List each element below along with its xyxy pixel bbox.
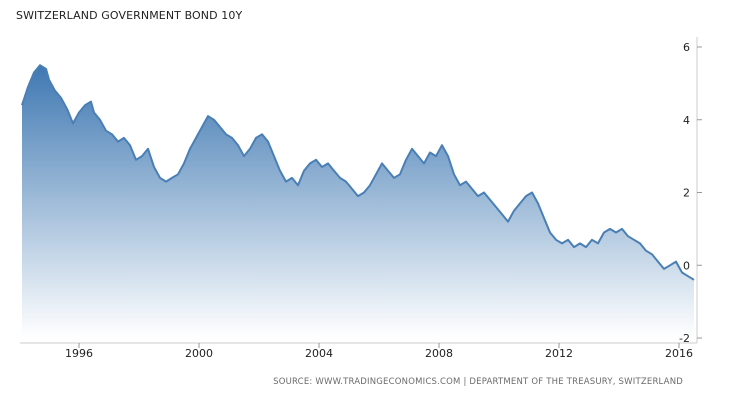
x-tick-label: 2000: [185, 347, 213, 360]
x-axis-ticks: [78, 343, 680, 348]
series-area: [22, 65, 694, 338]
x-axis-labels: 1996 2000 2004 2008 2012 2016: [65, 347, 693, 360]
chart-title: SWITZERLAND GOVERNMENT BOND 10Y: [16, 9, 243, 22]
y-tick-label: 0: [683, 259, 690, 272]
y-tick-label: 6: [683, 41, 690, 54]
y-axis-labels: -2 0 2 4 6: [679, 41, 690, 345]
x-tick-label: 1996: [65, 347, 93, 360]
source-text: SOURCE: WWW.TRADINGECONOMICS.COM | DEPAR…: [273, 377, 683, 387]
series-line: [21, 64, 695, 281]
x-tick-label: 2012: [545, 347, 573, 360]
x-tick-label: 2008: [425, 347, 453, 360]
y-tick-label: 2: [683, 187, 690, 200]
x-tick-label: 2016: [665, 347, 693, 360]
y-tick-label: 4: [683, 114, 690, 127]
y-axis-ticks: [697, 46, 702, 339]
x-tick-label: 2004: [305, 347, 333, 360]
y-tick-label: -2: [679, 332, 690, 345]
